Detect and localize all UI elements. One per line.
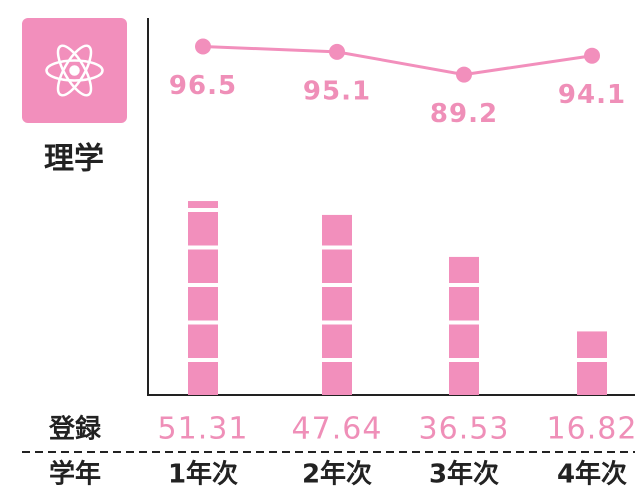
line-point (195, 38, 211, 55)
bar-gap (187, 283, 219, 287)
bar-gap (448, 283, 480, 287)
x-axis-label: 学年 (49, 459, 101, 490)
line-value-label: 94.1 (558, 80, 626, 110)
atom-icon (45, 44, 104, 97)
bar-gap (187, 245, 219, 250)
line-value-label: 89.2 (430, 99, 498, 129)
bar-gap (448, 358, 480, 362)
bar (188, 201, 218, 395)
bar-value-label: 16.82 (547, 412, 635, 447)
bar-gap (187, 320, 219, 325)
bar-value-label: 36.53 (419, 412, 510, 447)
line-value-label: 95.1 (303, 76, 371, 106)
bar-gap (187, 358, 219, 362)
x-tick-label: 1年次 (168, 459, 238, 490)
chart-title: 理学 (44, 142, 104, 177)
x-tick-label: 3年次 (429, 459, 499, 490)
bar-gap (321, 245, 353, 250)
bar-value-label: 47.64 (292, 412, 383, 447)
line-point (584, 47, 600, 64)
bar-gap (321, 320, 353, 325)
bar-gap (448, 320, 480, 325)
x-tick-label: 2年次 (302, 459, 372, 490)
bar (577, 331, 607, 395)
line (202, 44, 593, 77)
bar-gap (576, 358, 608, 362)
line-value-label: 96.5 (169, 71, 237, 101)
bar-gap (321, 358, 353, 362)
x-tick-label: 4年次 (557, 459, 627, 490)
line-point (329, 43, 345, 60)
bar (322, 214, 352, 395)
bar-gap (321, 283, 353, 287)
bar (449, 256, 479, 395)
series-label: 登録 (48, 414, 102, 445)
bar-value-label: 51.31 (158, 412, 249, 447)
line-point (456, 66, 472, 83)
bar-gap (187, 208, 219, 212)
